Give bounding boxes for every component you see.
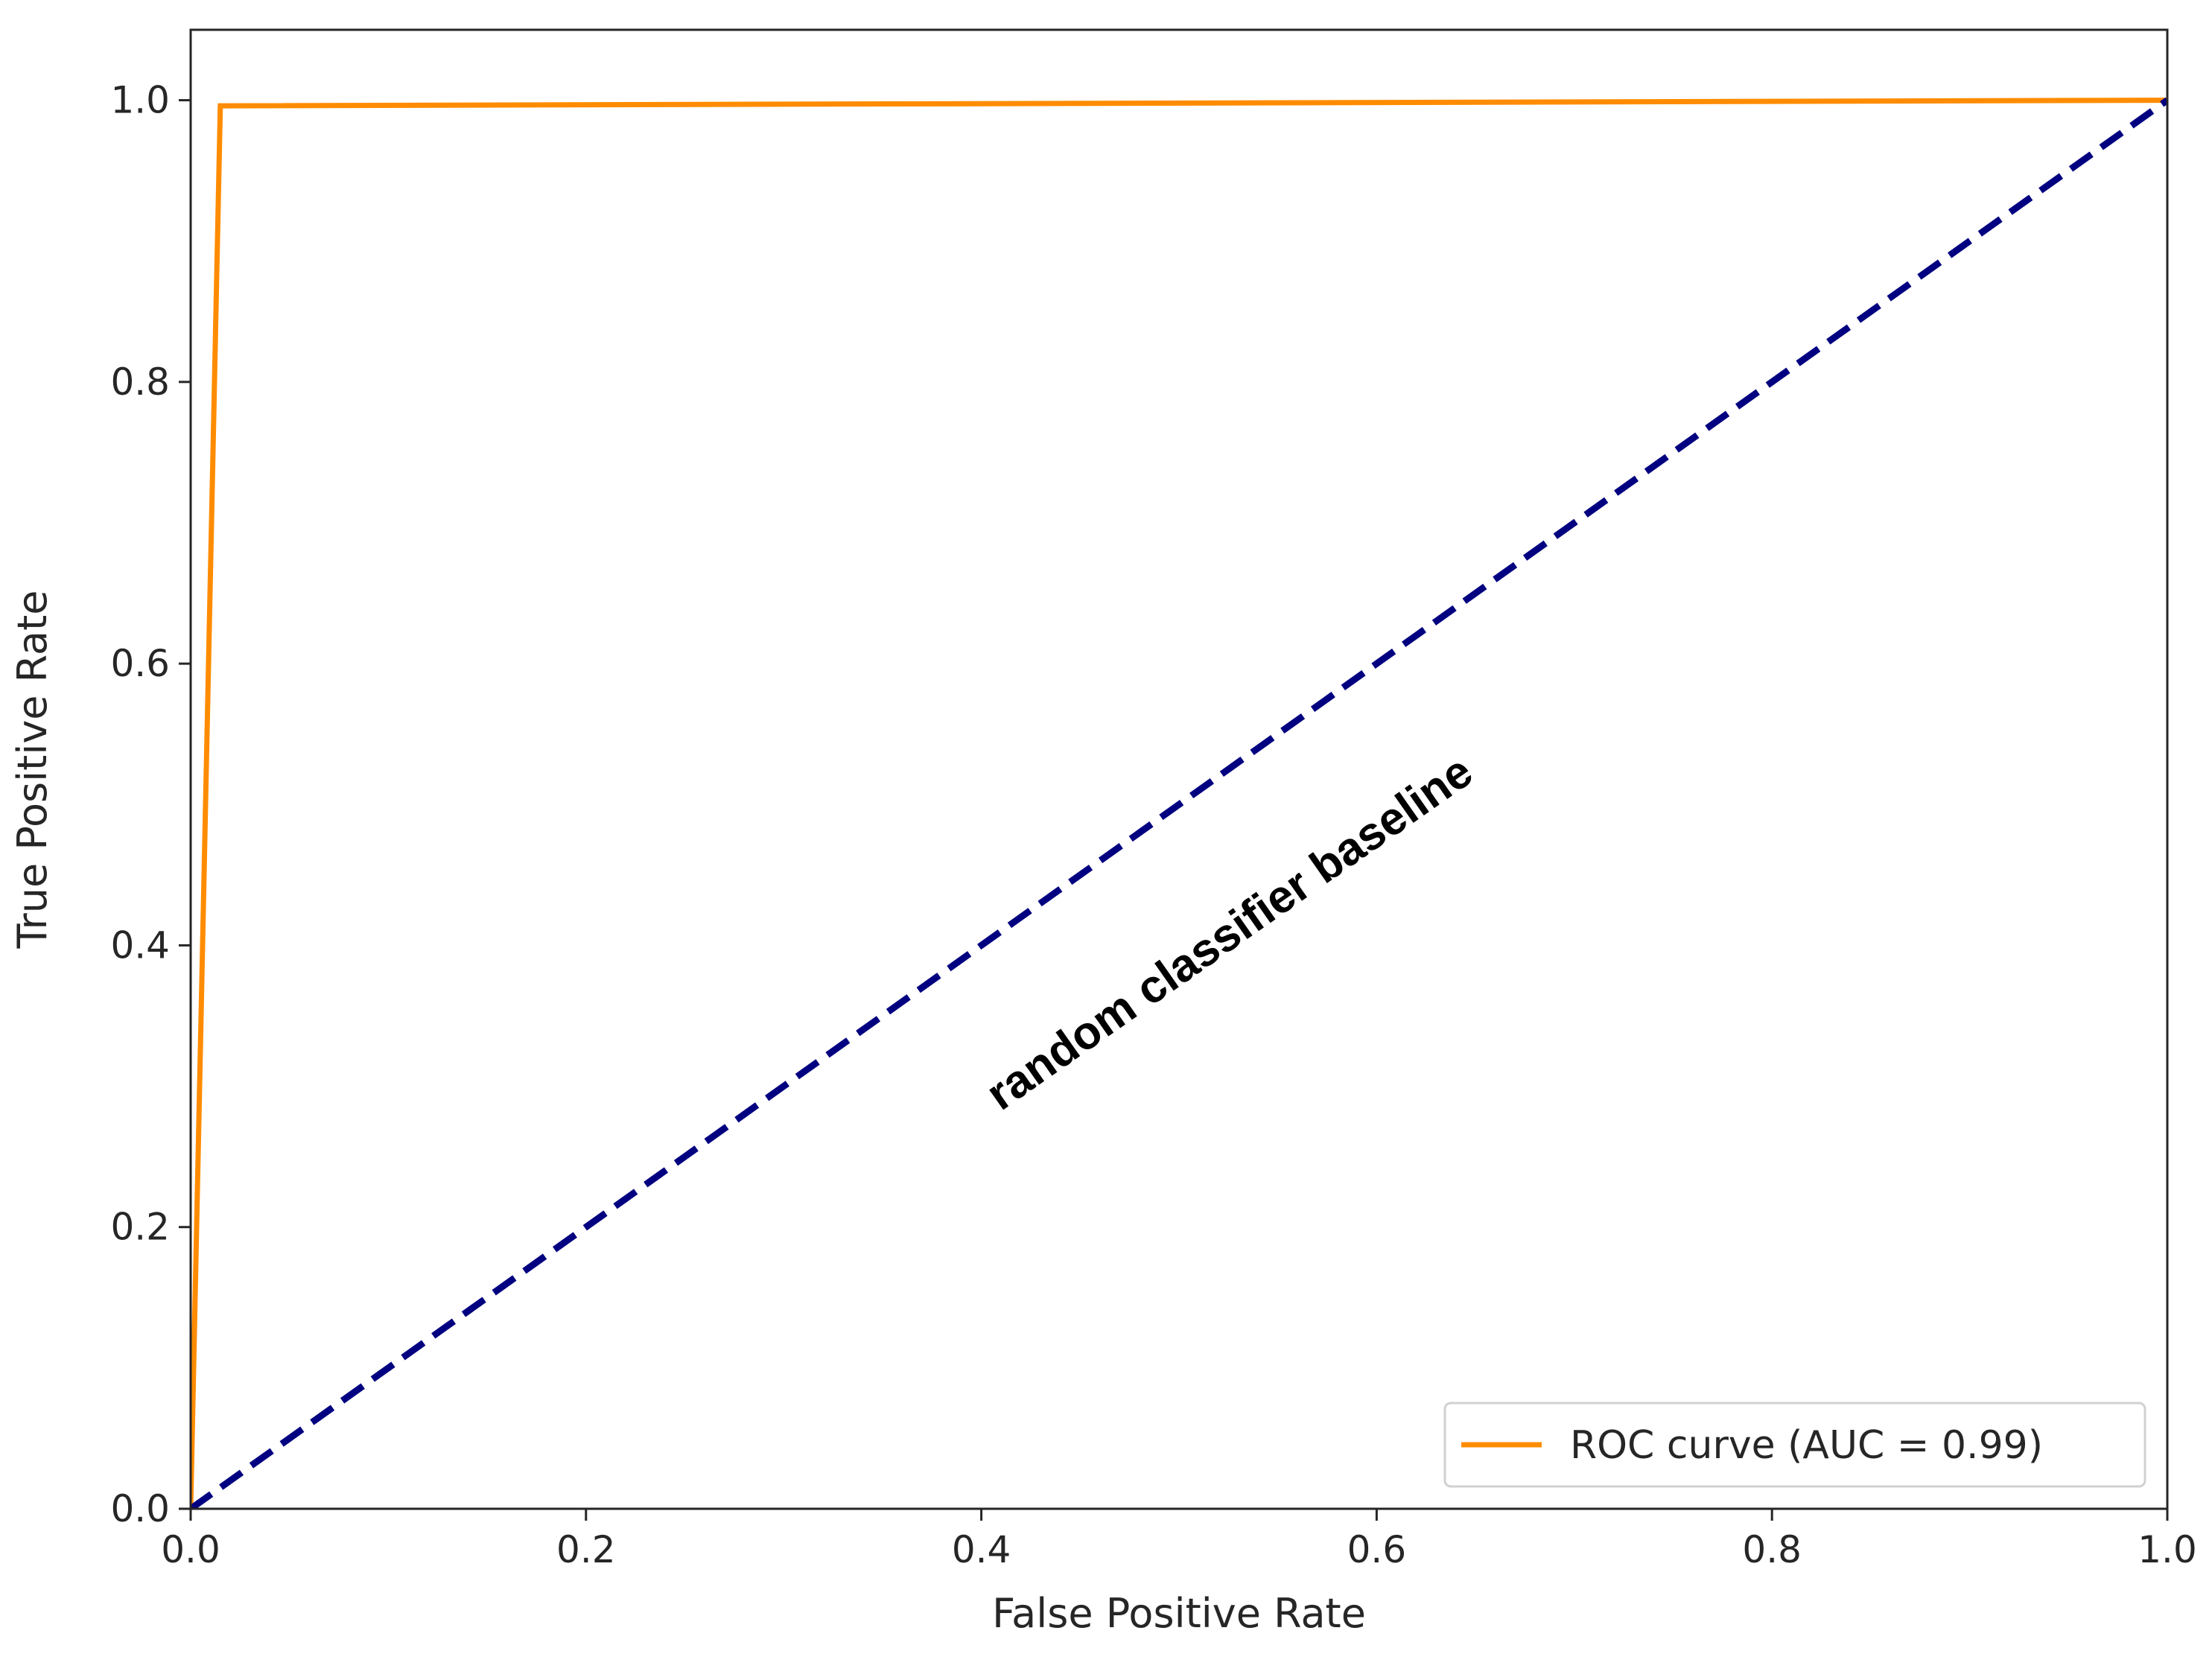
- x-tick-label: 0.6: [1347, 1528, 1407, 1571]
- x-tick-label: 0.2: [556, 1528, 616, 1571]
- x-tick-label: 1.0: [2138, 1528, 2197, 1571]
- y-tick-label: 0.2: [110, 1206, 170, 1249]
- x-tick-label: 0.0: [161, 1528, 220, 1571]
- legend-label-roc: ROC curve (AUC = 0.99): [1570, 1423, 2043, 1468]
- x-tick-label: 0.4: [952, 1528, 1011, 1571]
- axis-ticks: 0.0 0.2 0.4 0.6 0.8 1.0 0.0 0.2 0.4 0.6 0.8 1.0: [110, 79, 2196, 1571]
- y-tick-label: 0.4: [110, 923, 170, 967]
- y-tick-label: 1.0: [110, 79, 170, 122]
- legend: ROC curve (AUC = 0.99): [1443, 1402, 2146, 1488]
- y-tick-label: 0.0: [110, 1487, 170, 1530]
- x-axis-label: False Positive Rate: [992, 1590, 1366, 1637]
- legend-box: [1443, 1402, 2146, 1488]
- axes-frame: [189, 28, 2169, 1510]
- baseline-annotation: random classifier baseline: [977, 745, 1482, 1120]
- x-tick-label: 0.8: [1742, 1528, 1802, 1571]
- y-tick-label: 0.6: [110, 642, 170, 685]
- random-baseline-line: [191, 97, 2167, 1509]
- y-axis-label: True Positive Rate: [9, 590, 56, 949]
- series-group: [191, 97, 2167, 1509]
- roc-curve-line: [191, 98, 2167, 1509]
- y-tick-label: 0.8: [110, 360, 170, 404]
- plot-area: [189, 28, 2169, 1510]
